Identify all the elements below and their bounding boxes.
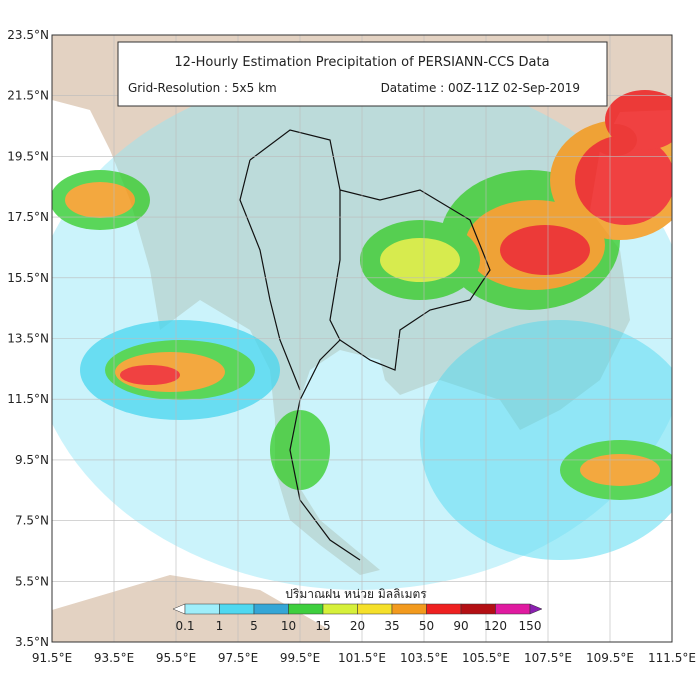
legend-title: ปริมาณฝน หน่วย มิลลิเมตร bbox=[285, 587, 427, 601]
legend-tick: 120 bbox=[484, 619, 507, 633]
thailand-borders bbox=[239, 129, 491, 561]
colorbar: 0.1 1 5 10 15 20 35 50 90 120 150 bbox=[172, 603, 543, 633]
lat-label: 7.5°N bbox=[15, 514, 49, 528]
color-segment bbox=[426, 603, 462, 615]
legend-tick: 1 bbox=[216, 619, 224, 633]
color-segment bbox=[322, 603, 358, 615]
lat-label: 9.5°N bbox=[15, 453, 49, 467]
lon-label: 101.5°E bbox=[338, 651, 386, 665]
legend-tick: 20 bbox=[350, 619, 365, 633]
color-segment bbox=[184, 603, 220, 615]
map-frame bbox=[51, 34, 673, 643]
legend-tick: 15 bbox=[315, 619, 330, 633]
resolution: Grid-Resolution : 5x5 km bbox=[128, 81, 277, 95]
color-segment bbox=[219, 603, 255, 615]
lon-label: 103.5°E bbox=[400, 651, 448, 665]
lat-label: 17.5°N bbox=[7, 210, 49, 224]
lon-label: 107.5°E bbox=[524, 651, 572, 665]
lat-label: 21.5°N bbox=[7, 89, 49, 103]
lat-label: 13.5°N bbox=[7, 332, 49, 346]
lon-label: 97.5°E bbox=[218, 651, 258, 665]
map-body bbox=[52, 35, 672, 642]
lon-label: 111.5°E bbox=[648, 651, 696, 665]
color-segment bbox=[495, 603, 531, 615]
title-box bbox=[117, 41, 608, 107]
lon-label: 95.5°E bbox=[156, 651, 196, 665]
color-segment bbox=[460, 603, 496, 615]
lon-label: 93.5°E bbox=[94, 651, 134, 665]
color-segment bbox=[391, 603, 427, 615]
lat-label: 23.5°N bbox=[7, 28, 49, 42]
legend-tick: 0.1 bbox=[175, 619, 194, 633]
lat-label: 3.5°N bbox=[15, 635, 49, 649]
lon-label: 99.5°E bbox=[280, 651, 320, 665]
lat-label: 5.5°N bbox=[15, 574, 49, 588]
legend-tick: 5 bbox=[250, 619, 258, 633]
lon-label: 109.5°E bbox=[586, 651, 634, 665]
lon-label: 105.5°E bbox=[462, 651, 510, 665]
color-segment bbox=[288, 603, 324, 615]
legend-tick: 90 bbox=[453, 619, 468, 633]
legend-tick: 35 bbox=[384, 619, 399, 633]
title: 12-Hourly Estimation Precipitation of PE… bbox=[174, 55, 549, 70]
legend-tick: 150 bbox=[519, 619, 542, 633]
lat-label: 15.5°N bbox=[7, 271, 49, 285]
graticule: 23.5°N21.5°N19.5°N17.5°N15.5°N13.5°N11.5… bbox=[7, 28, 696, 665]
lat-label: 19.5°N bbox=[7, 149, 49, 163]
color-segment bbox=[357, 603, 393, 615]
legend-tick: 10 bbox=[281, 619, 296, 633]
lon-label: 91.5°E bbox=[32, 651, 72, 665]
datetime: Datatime : 00Z-11Z 02-Sep-2019 bbox=[381, 81, 580, 95]
over-arrow bbox=[529, 603, 543, 615]
lat-label: 11.5°N bbox=[7, 392, 49, 406]
color-segment bbox=[253, 603, 289, 615]
legend-tick: 50 bbox=[419, 619, 434, 633]
rain bbox=[52, 70, 672, 590]
